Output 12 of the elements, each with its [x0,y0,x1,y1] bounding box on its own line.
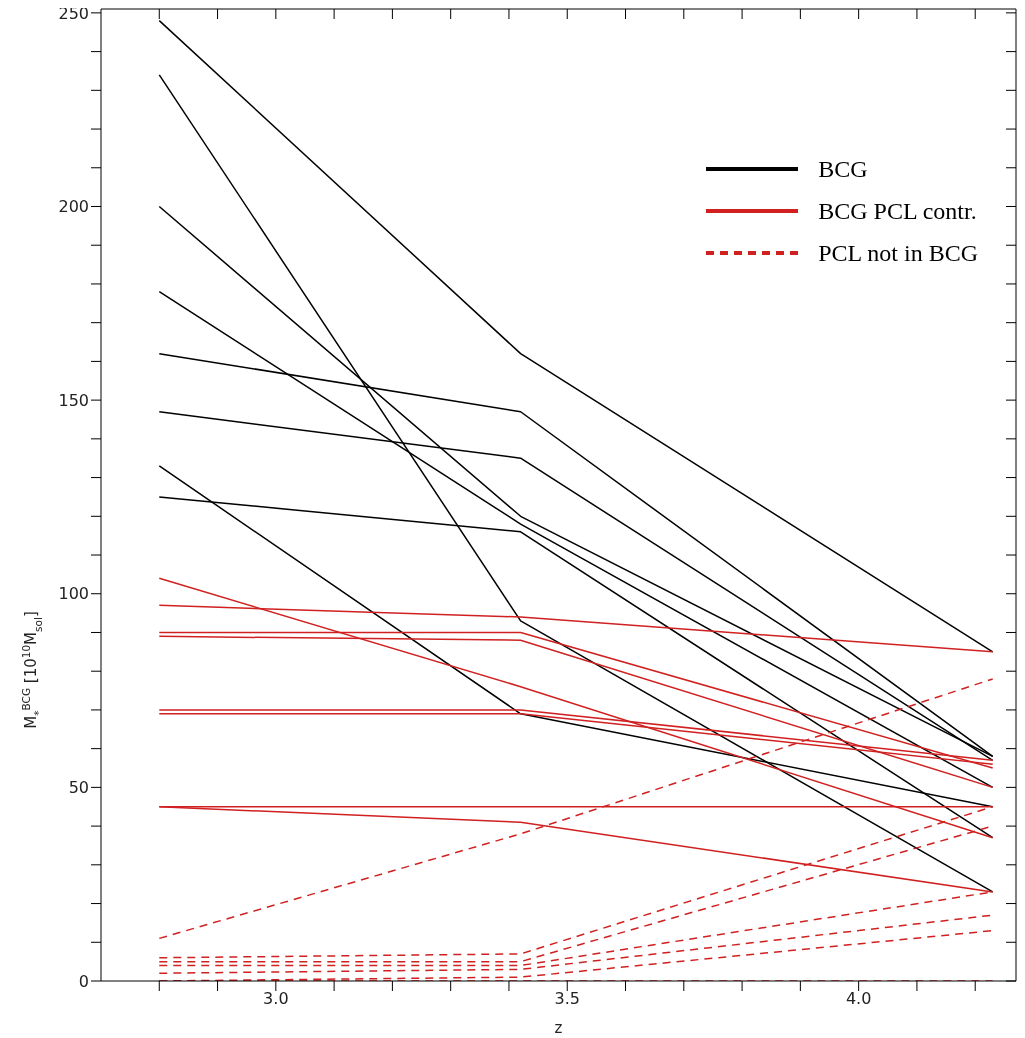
x-tick-label: 3.5 [554,989,580,1009]
y-tick-label: 100 [58,584,89,604]
legend-label: BCG PCL contr. [818,197,977,225]
x-tick-label: 3.0 [263,989,289,1009]
x-axis-title: z [554,1019,563,1037]
y-tick-label: 0 [78,971,89,991]
y-tick-label: 200 [58,197,89,217]
legend-label: PCL not in BCG [818,239,978,267]
legend-label: BCG [818,155,868,183]
x-tick-label: 4.0 [845,989,872,1009]
y-tick-label: 50 [68,778,89,798]
y-tick-label: 150 [58,390,89,410]
